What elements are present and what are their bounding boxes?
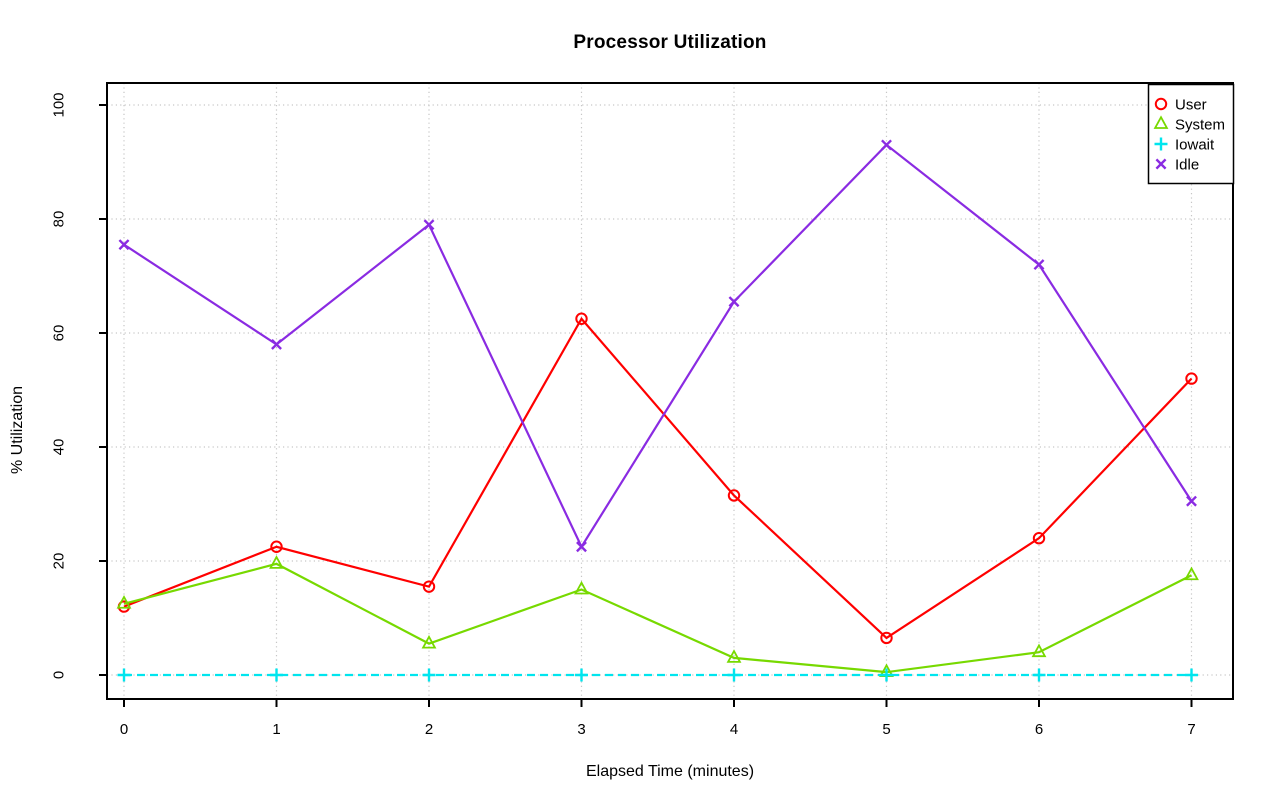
plot-box xyxy=(106,82,1234,700)
legend-item-system: System xyxy=(1153,115,1225,133)
series-iowait xyxy=(117,668,1198,682)
data-point-x xyxy=(728,296,740,308)
data-point-triangle xyxy=(1184,566,1199,581)
data-point-circle xyxy=(575,312,588,325)
data-point-plus xyxy=(1185,668,1198,682)
x-tick-label: 1 xyxy=(272,721,280,738)
data-point-plus xyxy=(727,668,741,682)
y-tick-label: 80 xyxy=(50,211,67,228)
gridlines xyxy=(107,83,1233,699)
data-point-triangle xyxy=(1153,115,1169,129)
x-tick-label: 4 xyxy=(730,721,738,738)
x-tick-label: 5 xyxy=(882,721,890,738)
data-point-circle xyxy=(270,540,283,553)
data-point-plus xyxy=(575,668,588,682)
y-tick-label: 0 xyxy=(50,671,67,679)
data-point-x xyxy=(1155,158,1167,170)
data-point-x xyxy=(423,219,435,231)
data-point-triangle xyxy=(421,634,437,649)
x-tick-label: 6 xyxy=(1035,721,1043,738)
legend-label: System xyxy=(1175,116,1225,133)
data-point-x xyxy=(881,139,892,151)
data-point-triangle xyxy=(726,649,742,663)
x-axis: 0 1 2 3 4 5 6 7 xyxy=(120,699,1196,738)
data-point-x xyxy=(271,338,282,350)
legend-label: Idle xyxy=(1175,156,1199,173)
data-point-x xyxy=(118,239,130,251)
legend: User System Iowait Idle xyxy=(1147,83,1235,185)
data-point-circle xyxy=(880,631,893,645)
legend-item-iowait: Iowait xyxy=(1154,136,1215,153)
data-point-circle xyxy=(1032,532,1046,545)
data-point-plus xyxy=(1032,668,1046,682)
legend-item-user: User xyxy=(1154,96,1207,113)
x-tick-label: 3 xyxy=(577,721,585,738)
x-axis-title: Elapsed Time (minutes) xyxy=(585,763,755,780)
data-point-x xyxy=(576,541,587,553)
data-point-plus xyxy=(1154,137,1168,151)
legend-label: Iowait xyxy=(1175,136,1215,153)
legend-label: User xyxy=(1175,96,1207,113)
data-point-circle xyxy=(422,580,436,593)
data-point-triangle xyxy=(269,555,284,569)
series-line xyxy=(123,316,1193,640)
chart-title: Processor Utilization xyxy=(573,32,767,53)
data-point-triangle xyxy=(574,580,589,595)
y-tick-label: 60 xyxy=(50,325,67,342)
x-tick-label: 2 xyxy=(425,721,433,738)
series-user xyxy=(117,312,1198,645)
data-point-triangle xyxy=(116,595,132,609)
data-point-plus xyxy=(117,668,131,682)
x-tick-label: 7 xyxy=(1187,721,1195,738)
data-point-triangle xyxy=(1031,643,1047,658)
data-point-circle xyxy=(727,489,741,502)
series-idle xyxy=(118,139,1197,553)
data-point-circle xyxy=(1154,97,1168,111)
y-axis: 0 20 40 60 80 100 xyxy=(50,92,107,679)
data-point-x xyxy=(1186,495,1197,507)
data-point-circle xyxy=(1185,372,1198,385)
data-point-plus xyxy=(422,668,436,682)
series-line xyxy=(123,143,1193,550)
y-axis-title: % Utilization xyxy=(9,385,26,475)
series-line xyxy=(123,562,1192,674)
x-tick-label: 0 xyxy=(120,721,128,738)
y-tick-label: 100 xyxy=(50,92,67,117)
data-point-plus xyxy=(270,668,283,682)
series-system xyxy=(116,555,1199,678)
data-point-x xyxy=(1033,259,1045,271)
y-tick-label: 20 xyxy=(50,553,67,570)
y-tick-label: 40 xyxy=(50,439,67,456)
legend-item-idle: Idle xyxy=(1155,156,1199,173)
data-point-plus xyxy=(880,668,893,682)
